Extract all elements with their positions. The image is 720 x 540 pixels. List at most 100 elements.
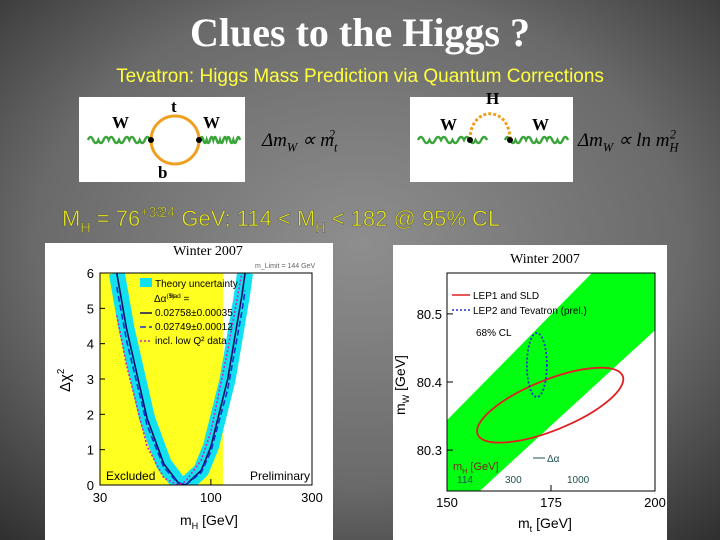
legend-entry: LEP2 and Tevatron (prel.) (473, 306, 587, 317)
annotation: Winter 2007 (510, 252, 580, 267)
w-boson (198, 135, 242, 145)
text-part: m (392, 403, 408, 415)
x-axis-label: mH [GeV] (180, 512, 238, 531)
text-part: Δm (577, 130, 603, 151)
text-part: had (170, 293, 181, 300)
legend-entry: Theory uncertainty (155, 279, 238, 290)
y-tick-label: 1 (87, 443, 94, 458)
band-label: mH [GeV] (453, 461, 499, 475)
x-tick-label: 150 (436, 495, 458, 510)
cl-label: 68% CL (476, 328, 512, 339)
text-part: H (315, 221, 325, 237)
series-line (116, 273, 243, 485)
shift-label: Δα (547, 454, 560, 465)
text-part: (5) (166, 293, 174, 300)
text-part: [GeV] (467, 461, 498, 473)
text-part: GeV; 114 < M (175, 206, 315, 231)
x-tick-label: 100 (200, 490, 222, 505)
text-part: H (462, 467, 467, 475)
diagram-label: W (440, 115, 457, 134)
band-mark-label: 114 (457, 475, 473, 486)
legend-entry: incl. low Q² data (155, 336, 227, 347)
text-part: Δm (261, 130, 287, 151)
sm-band (447, 273, 655, 491)
text-part: m (453, 461, 462, 473)
text-part: +33 (140, 205, 164, 221)
text-part: -24 (155, 205, 176, 221)
text-part: = (181, 294, 190, 305)
w-boson (416, 135, 489, 145)
legend-entry: 0.02758±0.00035 (155, 308, 233, 319)
y-tick-label: 0 (87, 478, 94, 493)
y-axis-label: mW [GeV] (392, 355, 411, 415)
text-part: H (192, 521, 199, 531)
formula: ΔmW ∝ mt2 (261, 127, 338, 154)
text-part: 2 (329, 127, 335, 141)
contour-ellipse (525, 332, 548, 398)
x-tick-label: 200 (644, 495, 666, 510)
subtitle: Tevatron: Higgs Mass Prediction via Quan… (116, 66, 604, 87)
plot-area (447, 273, 655, 491)
excluded-label: Excluded (106, 469, 155, 483)
text-part: 2 (670, 127, 676, 141)
x-tick-label: 175 (540, 495, 562, 510)
y-tick-label: 5 (87, 301, 94, 316)
text-part: [GeV] (198, 512, 238, 528)
text-part: 2 (56, 369, 67, 374)
x-axis-label: mt [GeV] (518, 515, 572, 534)
text-part: ∝ ln m (613, 130, 669, 151)
formula: ΔmW ∝ ln mH2 (577, 127, 680, 154)
text-part: H (80, 221, 90, 237)
vertex (148, 137, 154, 143)
series-group (108, 273, 253, 485)
y-tick-label: 6 (87, 266, 94, 281)
text-part: Δα (154, 294, 167, 305)
higgs-loop (468, 112, 512, 141)
diagrams: Wt Wb H W W (86, 89, 570, 182)
text-part: W (287, 141, 299, 155)
text-part: W (603, 141, 615, 155)
diagram-label: b (158, 163, 167, 182)
band-mark-label: 1000 (567, 475, 590, 486)
w-boson (86, 135, 152, 145)
legend-entry: 0.02749±0.00012 (155, 322, 233, 333)
result-line: MH = 76+33-24 GeV; 114 < MH < 182 @ 95% … (62, 205, 500, 236)
annotation: Winter 2007 (173, 244, 243, 259)
text-part: Δχ (57, 374, 74, 392)
y-axis-label: Δχ2 (56, 369, 74, 392)
text-part: H (669, 141, 680, 155)
text-part: = 76 (91, 206, 141, 231)
text-part: W (401, 394, 411, 403)
y-tick-label: 3 (87, 372, 94, 387)
text-part: m (518, 515, 530, 531)
y-tick-label: 2 (87, 407, 94, 422)
vertex (196, 137, 202, 143)
diagram-label: H (486, 89, 499, 108)
text-part: M (62, 206, 80, 231)
x-tick-label: 300 (301, 490, 323, 505)
text-part: < 182 @ 95% CL (326, 206, 501, 231)
text-part: [GeV] (532, 515, 572, 531)
text-part: ∝ m (297, 130, 334, 151)
text-part: t (530, 524, 533, 534)
w-boson (503, 135, 570, 145)
text-part: m (180, 512, 192, 528)
legend-swatch (140, 278, 152, 287)
preliminary-label: Preliminary (250, 469, 310, 483)
text-part: t (334, 141, 338, 155)
title: Clues to the Higgs ? (190, 10, 530, 55)
legend-title: Δα(5)had = (154, 293, 190, 305)
y-tick-label: 80.3 (417, 443, 442, 458)
series-line (115, 273, 246, 485)
band-mark-label: 300 (505, 475, 522, 486)
diagram-label: W (532, 115, 549, 134)
y-tick-label: 80.5 (417, 307, 442, 322)
x-tick-label: 30 (93, 490, 107, 505)
vertex (467, 137, 473, 143)
text-part: [GeV] (392, 355, 408, 395)
limit-label: m_Limit = 144 GeV (255, 263, 315, 270)
diagram-label: W (203, 113, 220, 132)
